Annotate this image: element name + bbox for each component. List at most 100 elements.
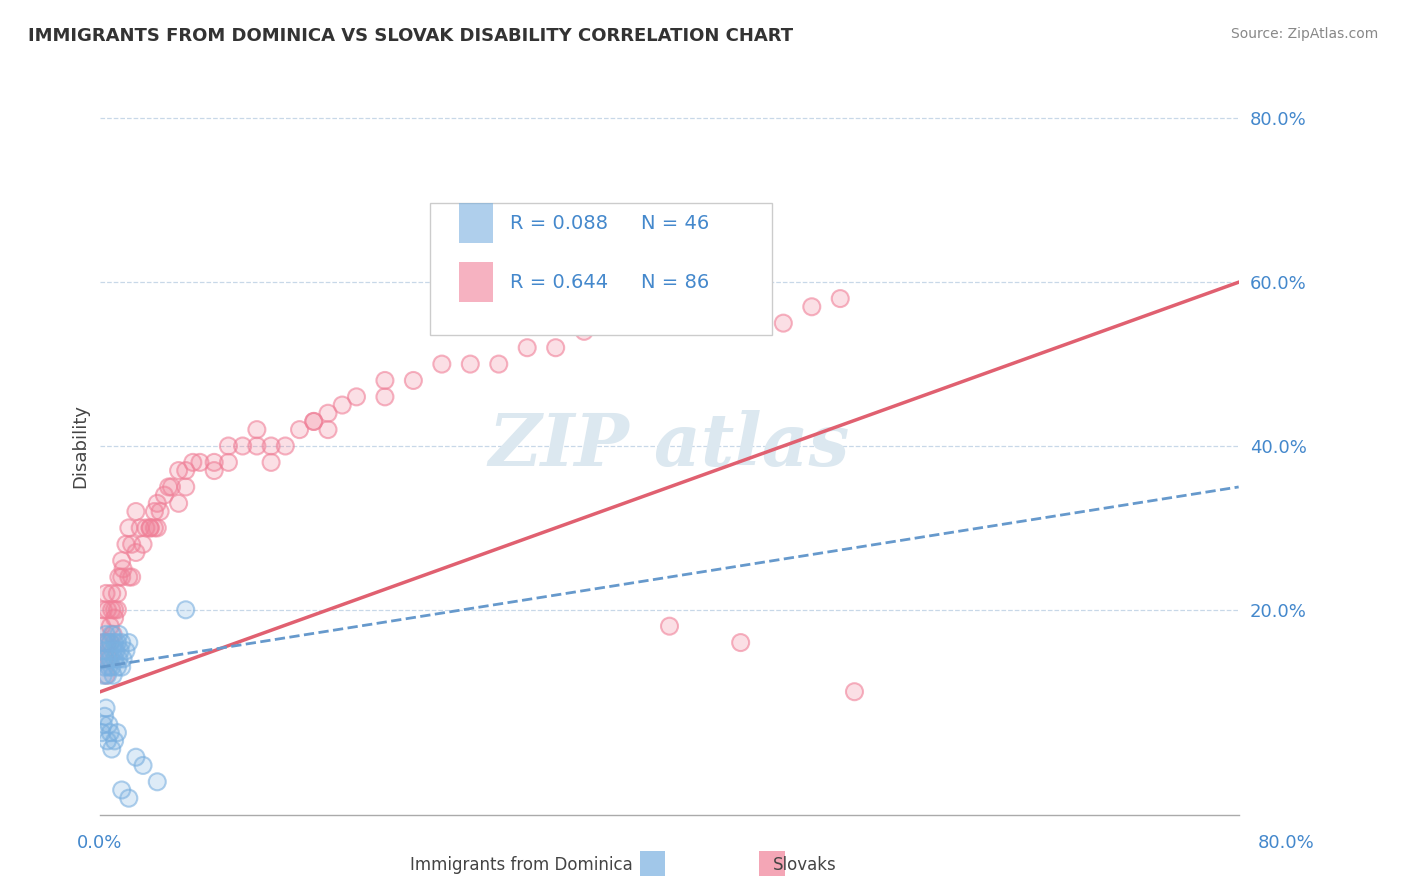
Point [94, 627, 117, 641]
Point [288, 423, 311, 437]
Text: N = 86: N = 86 [641, 273, 709, 292]
Point [108, 652, 131, 666]
Point [202, 464, 225, 478]
Point [98, 652, 121, 666]
Point [108, 627, 131, 641]
Point [107, 586, 129, 600]
Point [129, 521, 152, 535]
Point [101, 627, 124, 641]
Point [146, 521, 169, 535]
Point [93, 709, 115, 723]
Point [516, 341, 538, 355]
Point [430, 357, 453, 371]
Point [132, 537, 155, 551]
Point [458, 357, 481, 371]
Text: 80.0%: 80.0% [1258, 834, 1315, 852]
Point [100, 627, 122, 641]
Point [153, 488, 176, 502]
Point [93, 660, 115, 674]
Point [94, 652, 117, 666]
Text: Immigrants from Dominica: Immigrants from Dominica [411, 856, 633, 874]
Point [744, 300, 766, 314]
Point [302, 414, 325, 428]
Point [188, 455, 211, 469]
Point [110, 644, 132, 658]
Point [118, 635, 141, 649]
Point [157, 480, 180, 494]
Point [430, 357, 453, 371]
Point [174, 464, 197, 478]
Point [772, 316, 794, 330]
Point [101, 668, 124, 682]
Point [686, 292, 709, 306]
Point [217, 455, 239, 469]
Point [103, 611, 125, 625]
Text: N = 46: N = 46 [641, 214, 709, 233]
Point [90, 652, 112, 666]
Point [129, 521, 152, 535]
Text: R = 0.644: R = 0.644 [510, 273, 609, 292]
Point [98, 619, 121, 633]
Point [139, 521, 162, 535]
Point [167, 496, 190, 510]
Point [108, 652, 131, 666]
Point [174, 480, 197, 494]
Point [105, 644, 128, 658]
Point [260, 439, 283, 453]
Point [96, 668, 118, 682]
Point [91, 603, 114, 617]
Point [115, 644, 138, 658]
Point [94, 701, 117, 715]
Point [630, 300, 652, 314]
Point [246, 439, 269, 453]
Point [160, 480, 183, 494]
Point [91, 635, 114, 649]
Point [107, 725, 129, 739]
Point [174, 603, 197, 617]
Point [107, 603, 129, 617]
Point [103, 635, 125, 649]
Point [217, 439, 239, 453]
Point [174, 603, 197, 617]
Point [125, 545, 148, 559]
Point [132, 758, 155, 772]
Point [516, 341, 538, 355]
Point [121, 570, 143, 584]
Point [658, 300, 681, 314]
Point [121, 537, 143, 551]
Point [302, 414, 325, 428]
Point [232, 439, 254, 453]
Point [93, 635, 115, 649]
Point [96, 603, 118, 617]
Point [830, 292, 852, 306]
Point [188, 455, 211, 469]
Point [111, 635, 134, 649]
Point [97, 660, 120, 674]
Point [103, 734, 125, 748]
Point [101, 627, 124, 641]
Point [132, 758, 155, 772]
Point [118, 791, 141, 805]
Point [174, 480, 197, 494]
Point [246, 423, 269, 437]
Point [101, 644, 124, 658]
Point [112, 562, 135, 576]
Point [115, 537, 138, 551]
Point [149, 504, 172, 518]
Point [96, 734, 118, 748]
Point [97, 660, 120, 674]
Point [202, 455, 225, 469]
Point [121, 570, 143, 584]
Point [100, 603, 122, 617]
Point [96, 635, 118, 649]
Point [118, 791, 141, 805]
Point [181, 455, 204, 469]
Point [118, 635, 141, 649]
Point [111, 660, 134, 674]
FancyBboxPatch shape [458, 202, 494, 244]
Point [288, 423, 311, 437]
FancyBboxPatch shape [759, 851, 785, 876]
Point [111, 783, 134, 797]
Point [149, 504, 172, 518]
Point [107, 660, 129, 674]
